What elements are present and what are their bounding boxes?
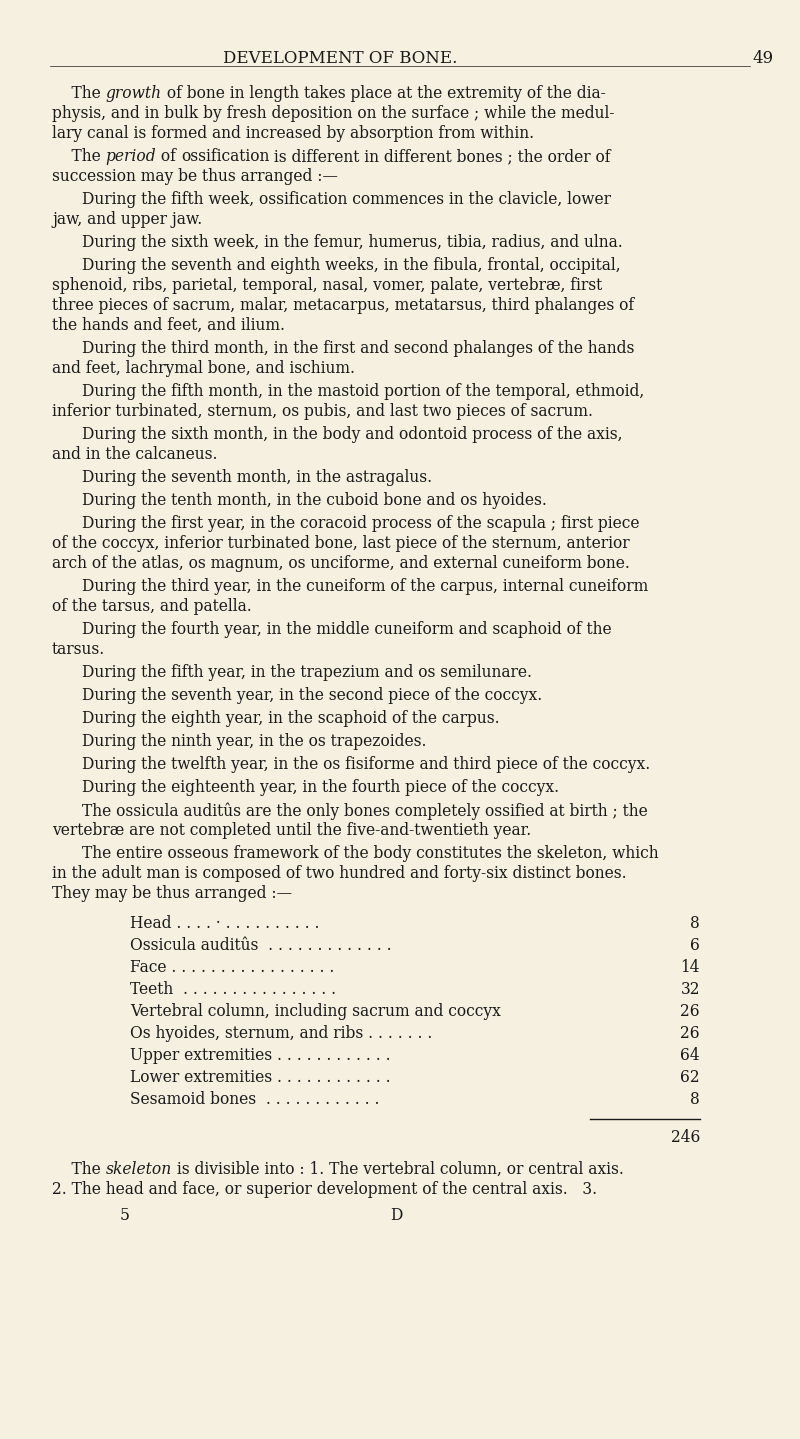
Text: The entire osseous framework of the body constitutes the skeleton, which: The entire osseous framework of the body… <box>82 845 658 862</box>
Text: During the fifth month, in the mastoid portion of the temporal, ethmoid,: During the fifth month, in the mastoid p… <box>82 383 644 400</box>
Text: During the seventh year, in the second piece of the coccyx.: During the seventh year, in the second p… <box>82 686 542 704</box>
Text: 49: 49 <box>752 50 773 68</box>
Text: 246: 246 <box>670 1130 700 1145</box>
Text: jaw, and upper jaw.: jaw, and upper jaw. <box>52 212 202 227</box>
Text: Head . . . . · . . . . . . . . . .: Head . . . . · . . . . . . . . . . <box>130 915 319 932</box>
Text: inferior turbinated, sternum, os pubis, and last two pieces of sacrum.: inferior turbinated, sternum, os pubis, … <box>52 403 593 420</box>
Text: ossification: ossification <box>181 148 270 165</box>
Text: of bone in length takes place at the extremity of the dia-: of bone in length takes place at the ext… <box>162 85 606 102</box>
Text: 32: 32 <box>681 981 700 999</box>
Text: is divisible into : 1. The vertebral column, or central axis.: is divisible into : 1. The vertebral col… <box>172 1161 624 1179</box>
Text: of: of <box>156 148 181 165</box>
Text: During the ninth year, in the os trapezoides.: During the ninth year, in the os trapezo… <box>82 732 426 750</box>
Text: 26: 26 <box>680 1003 700 1020</box>
Text: skeleton: skeleton <box>106 1161 172 1179</box>
Text: the hands and feet, and ilium.: the hands and feet, and ilium. <box>52 317 285 334</box>
Text: 8: 8 <box>690 915 700 932</box>
Text: During the first year, in the coracoid process of the scapula ; first piece: During the first year, in the coracoid p… <box>82 515 639 532</box>
Text: 2. The head and face, or superior development of the central axis.   3.: 2. The head and face, or superior develo… <box>52 1181 597 1199</box>
Text: period: period <box>106 148 156 165</box>
Text: physis, and in bulk by fresh deposition on the surface ; while the medul-: physis, and in bulk by fresh deposition … <box>52 105 614 122</box>
Text: Lower extremities . . . . . . . . . . . .: Lower extremities . . . . . . . . . . . … <box>130 1069 390 1086</box>
Text: The: The <box>52 85 106 102</box>
Text: During the sixth month, in the body and odontoid process of the axis,: During the sixth month, in the body and … <box>82 426 622 443</box>
Text: During the eighth year, in the scaphoid of the carpus.: During the eighth year, in the scaphoid … <box>82 709 500 727</box>
Text: lary canal is formed and increased by absorption from within.: lary canal is formed and increased by ab… <box>52 125 534 142</box>
Text: 64: 64 <box>680 1048 700 1063</box>
Text: D: D <box>390 1207 402 1225</box>
Text: 14: 14 <box>681 958 700 976</box>
Text: three pieces of sacrum, malar, metacarpus, metatarsus, third phalanges of: three pieces of sacrum, malar, metacarpu… <box>52 296 634 314</box>
Text: arch of the atlas, os magnum, os unciforme, and external cuneiform bone.: arch of the atlas, os magnum, os uncifor… <box>52 555 630 571</box>
Text: Vertebral column, including sacrum and coccyx: Vertebral column, including sacrum and c… <box>130 1003 501 1020</box>
Text: During the fourth year, in the middle cuneiform and scaphoid of the: During the fourth year, in the middle cu… <box>82 622 612 637</box>
Text: During the fifth year, in the trapezium and os semilunare.: During the fifth year, in the trapezium … <box>82 663 532 681</box>
Text: During the third year, in the cuneiform of the carpus, internal cuneiform: During the third year, in the cuneiform … <box>82 578 648 594</box>
Text: 62: 62 <box>680 1069 700 1086</box>
Text: During the eighteenth year, in the fourth piece of the coccyx.: During the eighteenth year, in the fourt… <box>82 778 559 796</box>
Text: of the coccyx, inferior turbinated bone, last piece of the sternum, anterior: of the coccyx, inferior turbinated bone,… <box>52 535 630 553</box>
Text: and feet, lachrymal bone, and ischium.: and feet, lachrymal bone, and ischium. <box>52 360 355 377</box>
Text: growth: growth <box>106 85 162 102</box>
Text: During the third month, in the first and second phalanges of the hands: During the third month, in the first and… <box>82 340 634 357</box>
Text: and in the calcaneus.: and in the calcaneus. <box>52 446 218 463</box>
Text: tarsus.: tarsus. <box>52 640 106 658</box>
Text: During the sixth week, in the femur, humerus, tibia, radius, and ulna.: During the sixth week, in the femur, hum… <box>82 235 622 250</box>
Text: sphenoid, ribs, parietal, temporal, nasal, vomer, palate, vertebræ, first: sphenoid, ribs, parietal, temporal, nasa… <box>52 276 602 294</box>
Text: DEVELOPMENT OF BONE.: DEVELOPMENT OF BONE. <box>223 50 457 68</box>
Text: Upper extremities . . . . . . . . . . . .: Upper extremities . . . . . . . . . . . … <box>130 1048 390 1063</box>
Text: Os hyoides, sternum, and ribs . . . . . . .: Os hyoides, sternum, and ribs . . . . . … <box>130 1025 432 1042</box>
Text: in the adult man is composed of two hundred and forty-six distinct bones.: in the adult man is composed of two hund… <box>52 865 626 882</box>
Text: Ossicula auditûs  . . . . . . . . . . . . .: Ossicula auditûs . . . . . . . . . . . .… <box>130 937 392 954</box>
Text: Sesamoid bones  . . . . . . . . . . . .: Sesamoid bones . . . . . . . . . . . . <box>130 1091 379 1108</box>
Text: During the fifth week, ossification commences in the clavicle, lower: During the fifth week, ossification comm… <box>82 191 611 209</box>
Text: During the seventh and eighth weeks, in the fibula, frontal, occipital,: During the seventh and eighth weeks, in … <box>82 258 621 273</box>
Text: The: The <box>52 148 106 165</box>
Text: The ossicula auditûs are the only bones completely ossified at birth ; the: The ossicula auditûs are the only bones … <box>82 802 648 819</box>
Text: Face . . . . . . . . . . . . . . . . .: Face . . . . . . . . . . . . . . . . . <box>130 958 334 976</box>
Text: During the twelfth year, in the os fisiforme and third piece of the coccyx.: During the twelfth year, in the os fisif… <box>82 755 650 773</box>
Text: Teeth  . . . . . . . . . . . . . . . .: Teeth . . . . . . . . . . . . . . . . <box>130 981 336 999</box>
Text: of the tarsus, and patella.: of the tarsus, and patella. <box>52 599 252 614</box>
Text: 6: 6 <box>690 937 700 954</box>
Text: 26: 26 <box>680 1025 700 1042</box>
Text: They may be thus arranged :—: They may be thus arranged :— <box>52 885 292 902</box>
Text: The: The <box>52 1161 106 1179</box>
Text: is different in different bones ; the order of: is different in different bones ; the or… <box>270 148 611 165</box>
Text: 5: 5 <box>120 1207 130 1225</box>
Text: During the tenth month, in the cuboid bone and os hyoides.: During the tenth month, in the cuboid bo… <box>82 492 547 509</box>
Text: During the seventh month, in the astragalus.: During the seventh month, in the astraga… <box>82 469 432 486</box>
Text: 8: 8 <box>690 1091 700 1108</box>
Text: succession may be thus arranged :—: succession may be thus arranged :— <box>52 168 338 186</box>
Text: vertebræ are not completed until the five-and-twentieth year.: vertebræ are not completed until the fiv… <box>52 822 531 839</box>
